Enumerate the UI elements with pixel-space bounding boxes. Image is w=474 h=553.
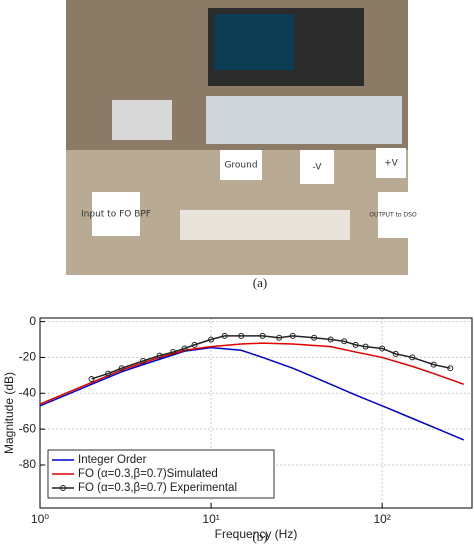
data-point (191, 341, 198, 348)
y-tick-label: -60 (19, 421, 37, 435)
chart: 10⁰ 10¹ 10² 0 -20 -40 -60 -80 Frequency (Hz) Magn… (2, 314, 473, 541)
legend-label: FO (α=0.3,β=0.7) Experimental (78, 482, 237, 494)
data-point (276, 334, 283, 341)
data-point (118, 365, 125, 372)
caption: (b) (252, 529, 267, 544)
data-point (140, 358, 147, 365)
y-tick-label: -20 (19, 350, 37, 364)
caption: (a) (253, 275, 267, 290)
x-tick-label: 10² (374, 512, 391, 526)
series-line (39, 346, 465, 441)
breadboard (180, 210, 350, 240)
data-point (181, 345, 188, 352)
x-axis-label: Frequency (Hz) (215, 527, 298, 541)
y-tick-label: -80 (19, 457, 37, 471)
function-generator (112, 100, 172, 140)
legend-label: Integer Order (78, 454, 147, 466)
photo-label: OUTPUT to DSO (369, 212, 417, 219)
photo: Input to FO BPF Ground -V +V OUTPUT to D… (66, 0, 417, 275)
y-tick-label: 0 (29, 314, 36, 328)
data-point (392, 350, 399, 357)
oscilloscope-screen (214, 14, 294, 70)
data-point (362, 343, 369, 350)
data-point (311, 334, 318, 341)
note (376, 148, 406, 178)
photo-label: -V (313, 163, 323, 173)
data-point (447, 365, 454, 372)
x-tick-label: 10¹ (202, 512, 219, 526)
data-point (379, 345, 386, 352)
y-axis-label: Magnitude (dB) (2, 372, 16, 454)
photo-label: Ground (224, 161, 257, 171)
photo-label: Input to FO BPF (81, 210, 151, 220)
series-line (39, 342, 465, 405)
data-point (221, 332, 228, 339)
data-point (341, 338, 348, 345)
data-point (430, 361, 437, 368)
note (220, 150, 262, 180)
data-point (156, 352, 163, 359)
x-tick-label: 10⁰ (31, 512, 49, 526)
note (378, 192, 408, 238)
data-point (409, 354, 416, 361)
legend-box (47, 449, 275, 499)
note (92, 192, 140, 236)
photo-label: +V (384, 159, 399, 169)
y-tick-label: -40 (19, 385, 37, 399)
data-point (105, 370, 112, 377)
data-point (289, 332, 296, 339)
data-point (88, 375, 95, 382)
note (300, 150, 334, 184)
data-point (327, 336, 334, 343)
data-point (259, 332, 266, 339)
data-point (238, 332, 245, 339)
legend-marker (60, 485, 66, 491)
power-supply (206, 96, 402, 144)
data-point (208, 336, 215, 343)
data-point (170, 349, 177, 356)
plot-frame (39, 317, 473, 509)
data-point (352, 341, 359, 348)
legend-label: FO (α=0.3,β=0.7)Simulated (78, 468, 218, 480)
